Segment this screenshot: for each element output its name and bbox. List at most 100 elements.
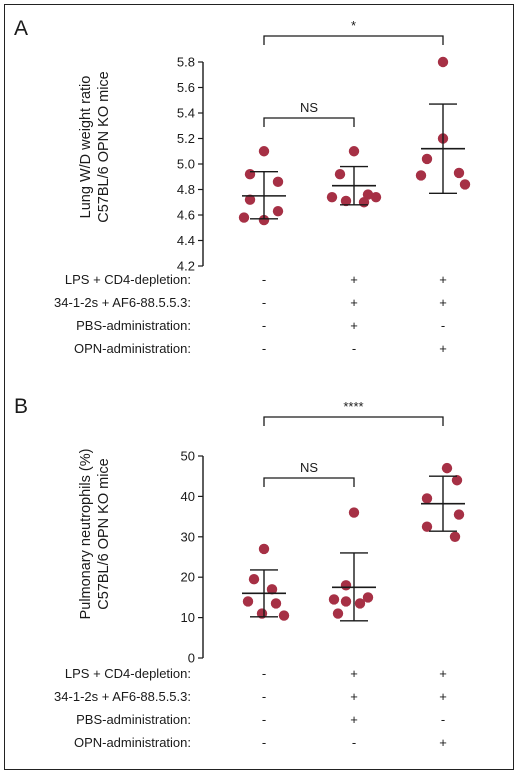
panel-b-significance-bracket [263,416,444,426]
panel-b-data-point [421,521,433,532]
panel-a-condition-symbol: - [262,341,266,356]
panel-a-y-tick-label: 4.6 [177,208,195,223]
panel-b-y-tick-label: 10 [181,610,195,625]
panel-b-condition-symbol: + [439,735,447,750]
panel-b-data-point [332,608,344,619]
panel-a-significance-bracket [263,35,444,45]
panel-a-data-point [421,153,433,165]
panel-a-data-point [244,194,256,205]
panel-a-y-tick-label: 4.4 [177,233,195,248]
panel-b-data-point [340,596,352,607]
panel-a-condition-symbol: - [262,272,266,287]
panel-b-data-point [453,509,465,520]
panel-b-data-point [258,543,270,555]
panel-a-data-point [340,195,352,207]
panel-b-y-tick-label: 20 [181,570,195,585]
panel-a-condition-symbol: + [439,295,447,310]
panel-a-condition-symbol: - [262,318,266,333]
panel-a-significance-bracket [263,117,355,127]
panel-b-y-tick-label: 30 [181,529,195,544]
panel-b-data-point [362,592,374,603]
panel-b-condition-label: OPN-administration: [74,735,191,750]
panel-b-data-point [421,493,433,504]
panel-a-significance-label: NS [300,100,318,115]
panel-a-condition-symbol: + [439,272,447,287]
panel-b-significance-bracket [263,477,355,487]
panel-a-data-point [258,146,270,157]
panel-b-condition-label: 34-1-2s + AF6-88.5.5.3: [54,689,191,704]
panel-b: B Pulmonary neutrophils (%) C57BL/6 OPN … [14,395,465,750]
panel-a-condition-symbol: - [262,295,266,310]
panel-a-condition-symbol: + [439,341,447,356]
panel-b-condition-symbol: + [350,689,358,704]
panel-a-significance-label: * [351,18,356,33]
panel-b-data-point [242,596,254,607]
panel-b-significance-label: NS [300,460,318,475]
panel-b-data-point [328,594,340,605]
panel-b-condition-symbol: + [350,666,358,681]
panel-b-condition-symbol: + [439,689,447,704]
panel-a-data-point [437,56,449,68]
panel-a-data-point [238,212,250,223]
panel-a-data-point [362,189,374,200]
panel-a-y-tick-label: 4.8 [177,182,195,197]
panel-a-data-point [244,169,256,180]
panel-a-data-point [459,179,471,190]
panel-b-data-point [266,584,278,595]
panel-a-data-point [348,146,360,157]
panel-a-y-tick-label: 5.4 [177,106,195,121]
panel-a-letter: A [14,17,28,40]
panel-a-condition-symbol: + [350,318,358,333]
panel-b-condition-symbol: - [441,712,445,727]
panel-b-ylabel-line2: C57BL/6 OPN KO mice [96,458,112,610]
panel-a-data-point [415,170,427,181]
panel-a-data-point [326,191,338,203]
panel-b-data-point [441,462,453,474]
panel-a-data-point [370,191,382,203]
panel-a-y-tick-label: 5.8 [177,55,195,70]
panel-b-significance-label: **** [343,399,363,414]
panel-b-data-point [354,598,366,609]
panel-b-condition-symbol: - [262,666,266,681]
panel-b-data-point [451,475,463,486]
panel-b-letter: B [14,395,28,418]
panel-b-data-point [449,531,461,542]
panel-b-y-tick-label: 0 [188,651,195,666]
panel-b-condition-symbol: - [262,712,266,727]
panel-b-condition-label: LPS + CD4-depletion: [65,666,191,681]
panel-b-condition-symbol: + [439,666,447,681]
panel-a-condition-label: OPN-administration: [74,341,191,356]
panel-b-data-point [248,574,260,585]
panel-a-condition-symbol: + [350,295,358,310]
panel-a-data-point [272,205,284,217]
panel-a-data-point [334,169,346,180]
panel-b-data-point [348,507,360,518]
panel-b-ylabel-line1: Pulmonary neutrophils (%) [78,449,94,620]
panel-b-data-point [278,610,290,621]
panel-a-condition-label: PBS-administration: [76,318,191,333]
panel-a-data-point [453,167,465,179]
panel-b-condition-symbol: - [262,689,266,704]
panel-a-condition-label: LPS + CD4-depletion: [65,272,191,287]
panel-a-condition-symbol: + [350,272,358,287]
panel-a-condition-symbol: - [441,318,445,333]
panel-a-y-tick-label: 5.6 [177,80,195,95]
panel-a-y-tick-label: 4.2 [177,259,195,274]
panel-a-condition-label: 34-1-2s + AF6-88.5.5.3: [54,295,191,310]
panel-a: A Lung W/D weight ratio C57BL/6 OPN KO m… [14,17,471,356]
panel-a-ylabel-line2: C57BL/6 OPN KO mice [96,71,112,223]
panel-b-data-point [270,598,282,609]
panel-b-condition-symbol: + [350,712,358,727]
panel-b-plot: 0 10 20 30 40 50 NS **** LPS + CD4-depletion: - + +… [54,399,465,750]
panel-b-data-point [340,580,352,591]
panel-a-plot: 4.2 4.4 4.6 4.8 5.0 5.2 5.4 5.6 5.8 NS * LPS + CD4-… [54,18,471,356]
panel-b-y-tick-label: 40 [181,489,195,504]
panel-b-condition-symbol: - [262,735,266,750]
panel-a-data-point [272,176,284,188]
panel-a-y-tick-label: 5.0 [177,157,195,172]
panel-b-condition-label: PBS-administration: [76,712,191,727]
panel-a-condition-symbol: - [352,341,356,356]
panel-b-y-tick-label: 50 [181,449,195,464]
panel-b-condition-symbol: - [352,735,356,750]
